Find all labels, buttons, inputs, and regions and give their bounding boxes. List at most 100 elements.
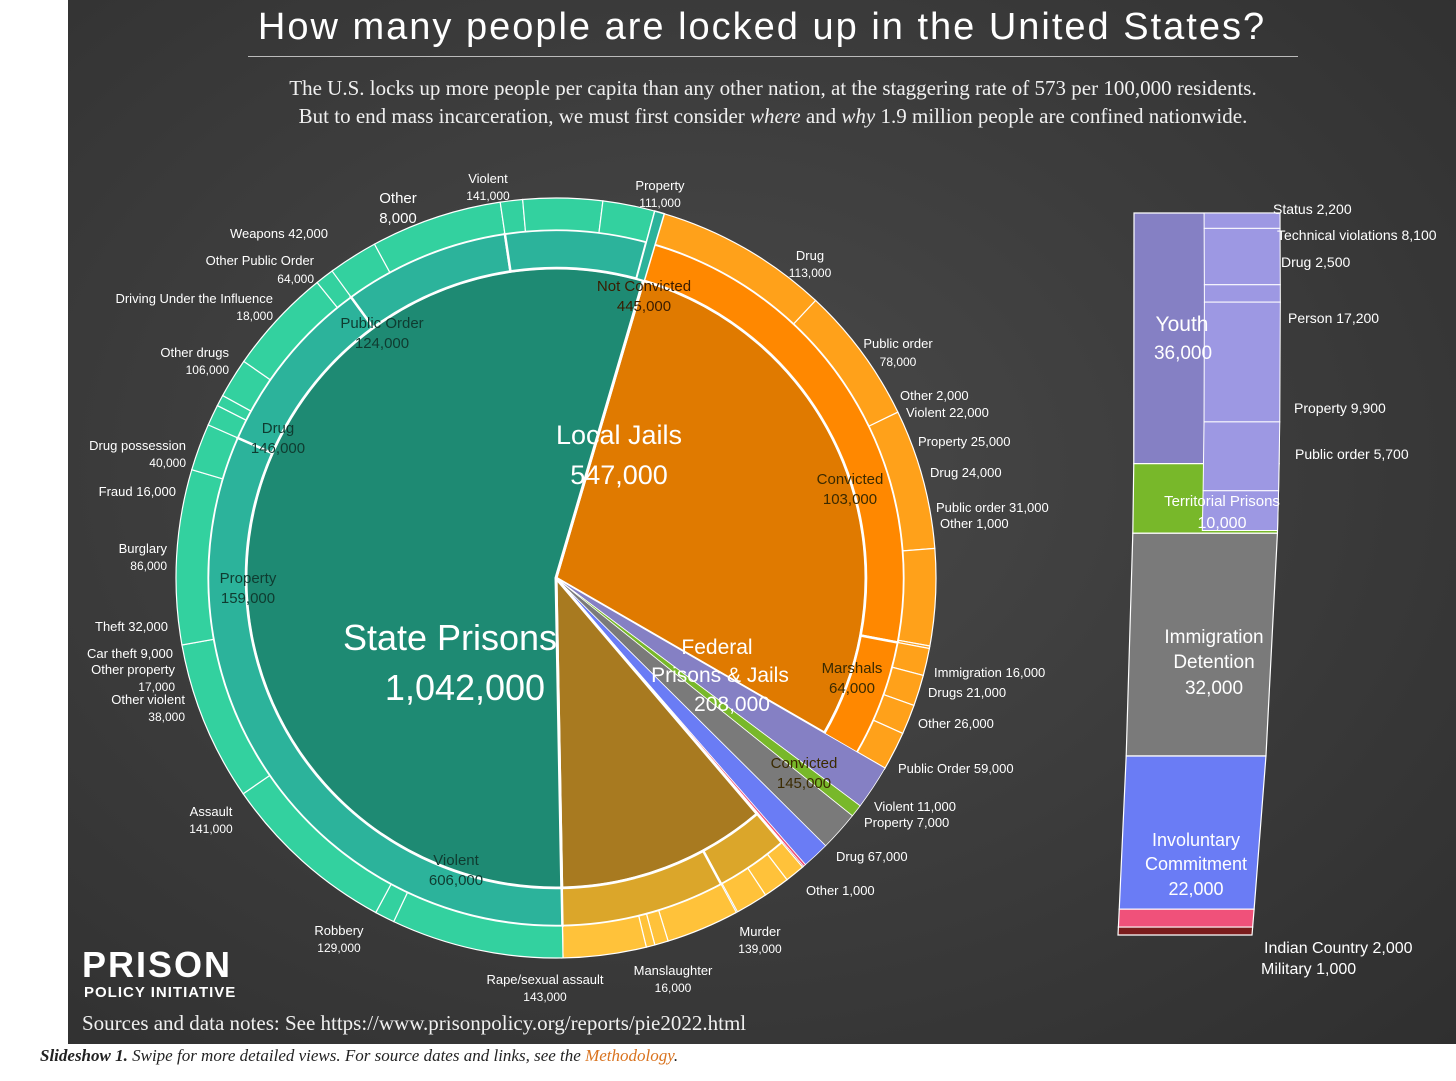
state-property-fraud-label: Fraud 16,000 [99, 484, 176, 499]
state-public-order-driving-under-the-influence-segment [499, 198, 527, 235]
federal-convicted-label: Convicted [771, 755, 838, 772]
youth-drug-segment [1203, 284, 1281, 303]
local-not-convicted-public-order-value: 78,000 [880, 355, 917, 369]
military-bar-segment [1117, 926, 1254, 936]
title-underline [248, 56, 1298, 57]
local-convicted-other-label: Other 1,000 [940, 516, 1009, 531]
youth-public-order-segment [1201, 490, 1280, 531]
involuntary-value: 22,000 [1168, 879, 1223, 899]
federal-marshals-label: Marshals [822, 660, 883, 677]
state-public-order-label: Public Order [340, 315, 423, 332]
state-violent-murder-label: Murder [739, 924, 781, 939]
youth-person-segment [1203, 301, 1281, 423]
federal-convicted-value: 145,000 [777, 775, 831, 792]
local-not-convicted-property-value: 111,000 [639, 196, 681, 210]
state-public-order-other-public-order-value: 64,000 [277, 272, 314, 286]
youth-status-label: Status 2,200 [1273, 201, 1352, 217]
youth-technical-violations-segment [1203, 227, 1281, 286]
local-not-convicted-other-label: Other 2,000 [900, 388, 969, 403]
immigration-label-line2: Detention [1173, 652, 1254, 673]
state-property-burglary-label: Burglary [119, 541, 168, 556]
methodology-link[interactable]: Methodology [585, 1046, 674, 1065]
indian-country-label: Indian Country 2,000 [1264, 940, 1413, 957]
federal-value: 208,000 [694, 693, 770, 716]
youth-value: 36,000 [1154, 343, 1212, 364]
state-other-ring [635, 210, 666, 282]
indian-bar-segment [1117, 908, 1255, 928]
state-property-other-property-value: 17,000 [138, 680, 175, 694]
state-violent-manslaughter-label: Manslaughter [634, 963, 713, 978]
youth-person-label: Person 17,200 [1288, 310, 1379, 326]
local-not-convicted-drug-label: Drug [796, 248, 824, 263]
caption-text: Swipe for more detailed views. For sourc… [127, 1046, 586, 1065]
state-drug-other-drugs-label: Other drugs [160, 345, 229, 360]
state-public-order-value: 124,000 [355, 335, 409, 352]
logo-prison: PRISON [82, 944, 233, 985]
chart-title: How many people are locked up in the Uni… [257, 6, 1267, 48]
state-public-order-driving-under-the-influence-value: 18,000 [236, 309, 273, 323]
state-other-value: 8,000 [379, 210, 417, 227]
federal-label-line2: Prisons & Jails [651, 664, 789, 687]
state-violent-robbery-label: Robbery [314, 923, 364, 938]
state-drug-label: Drug [262, 420, 295, 437]
local-jails-value: 547,000 [570, 460, 668, 490]
pie-chart: State Prisons 1,042,000 Local Jails 547,000… [87, 171, 1437, 1004]
youth-public-order-label: Public order 5,700 [1295, 446, 1409, 462]
state-violent-other-violent-label: Other violent [111, 692, 185, 707]
state-violent-robbery-value: 129,000 [317, 941, 361, 955]
state-drug-drug-possession-value: 40,000 [149, 456, 186, 470]
state-property-car-theft-label: Car theft 9,000 [87, 646, 173, 661]
local-not-convicted-drug-value: 113,000 [789, 266, 832, 280]
state-violent-manslaughter-value: 16,000 [655, 981, 692, 995]
state-violent-label: Violent [433, 852, 479, 869]
local-convicted-drug-label: Drug 24,000 [930, 465, 1002, 480]
federal-convicted-other-label: Other 1,000 [806, 883, 875, 898]
state-property-other-property-label: Other property [91, 662, 175, 677]
caption-bold: Slideshow 1. [40, 1046, 128, 1065]
state-violent-assault-label: Assault [190, 804, 233, 819]
logo-policy-initiative: POLICY INITIATIVE [84, 984, 237, 1001]
federal-marshals-other-label: Other 26,000 [918, 716, 994, 731]
subtitle-line-1: The U.S. locks up more people per capita… [289, 76, 1257, 100]
state-property-theft-label: Theft 32,000 [95, 619, 168, 634]
federal-label-line1: Federal [681, 636, 752, 659]
state-public-order-other-public-order-segment [521, 197, 604, 234]
federal-marshals-drugs-label: Drugs 21,000 [928, 685, 1006, 700]
local-not-convicted-violent-label: Violent [468, 171, 508, 186]
state-public-order-driving-under-the-influence-label: Driving Under the Influence [115, 291, 273, 306]
local-convicted-value: 103,000 [823, 491, 877, 508]
federal-convicted-violent-label: Violent 11,000 [874, 799, 956, 814]
immigration-value: 32,000 [1185, 678, 1243, 699]
youth-status-segment [1203, 212, 1281, 229]
sources-note: Sources and data notes: See https://www.… [82, 1011, 747, 1035]
territorial-label: Territorial Prisons [1164, 493, 1280, 510]
involuntary-label-line2: Commitment [1145, 854, 1247, 874]
state-violent-rape-sexual-assault-value: 143,000 [523, 990, 567, 1004]
state-violent-value: 606,000 [429, 872, 483, 889]
state-violent-murder-value: 139,000 [738, 942, 782, 956]
subtitle-why: why [841, 104, 876, 128]
youth-label: Youth [1156, 313, 1209, 336]
federal-marshals-immigration-label: Immigration 16,000 [934, 665, 1045, 680]
local-not-convicted-label: Not Convicted [597, 278, 691, 295]
subtitle-end: 1.9 million people are confined nationwi… [875, 104, 1248, 128]
military-label: Military 1,000 [1261, 961, 1356, 978]
subtitle-line-2: But to end mass incarceration, we must f… [68, 104, 1456, 129]
state-prisons-label: State Prisons [343, 617, 557, 658]
state-drug-other-drugs-value: 106,000 [186, 363, 230, 377]
state-violent-other-violent-value: 38,000 [148, 710, 185, 724]
youth-property-segment [1202, 421, 1281, 492]
state-property-burglary-value: 86,000 [130, 559, 167, 573]
state-public-order-other-public-order-label: Other Public Order [206, 253, 315, 268]
subtitle-where: where [750, 104, 801, 128]
federal-marshals-value: 64,000 [829, 680, 875, 697]
infographic-panel: How many people are locked up in the Uni… [68, 0, 1456, 1044]
youth-technical-violations-label: Technical violations 8,100 [1277, 227, 1437, 243]
local-not-convicted-public-order-label: Public order [863, 336, 933, 351]
subtitle-text: But to end mass incarceration, we must f… [298, 104, 751, 128]
local-not-convicted-public-order-segment [897, 547, 937, 647]
state-public-order-weapons-label: Weapons 42,000 [230, 226, 328, 241]
local-not-convicted-violent-value: 141,000 [466, 189, 510, 203]
local-convicted-property-label: Property 25,000 [918, 434, 1011, 449]
local-jails-label: Local Jails [556, 420, 682, 450]
